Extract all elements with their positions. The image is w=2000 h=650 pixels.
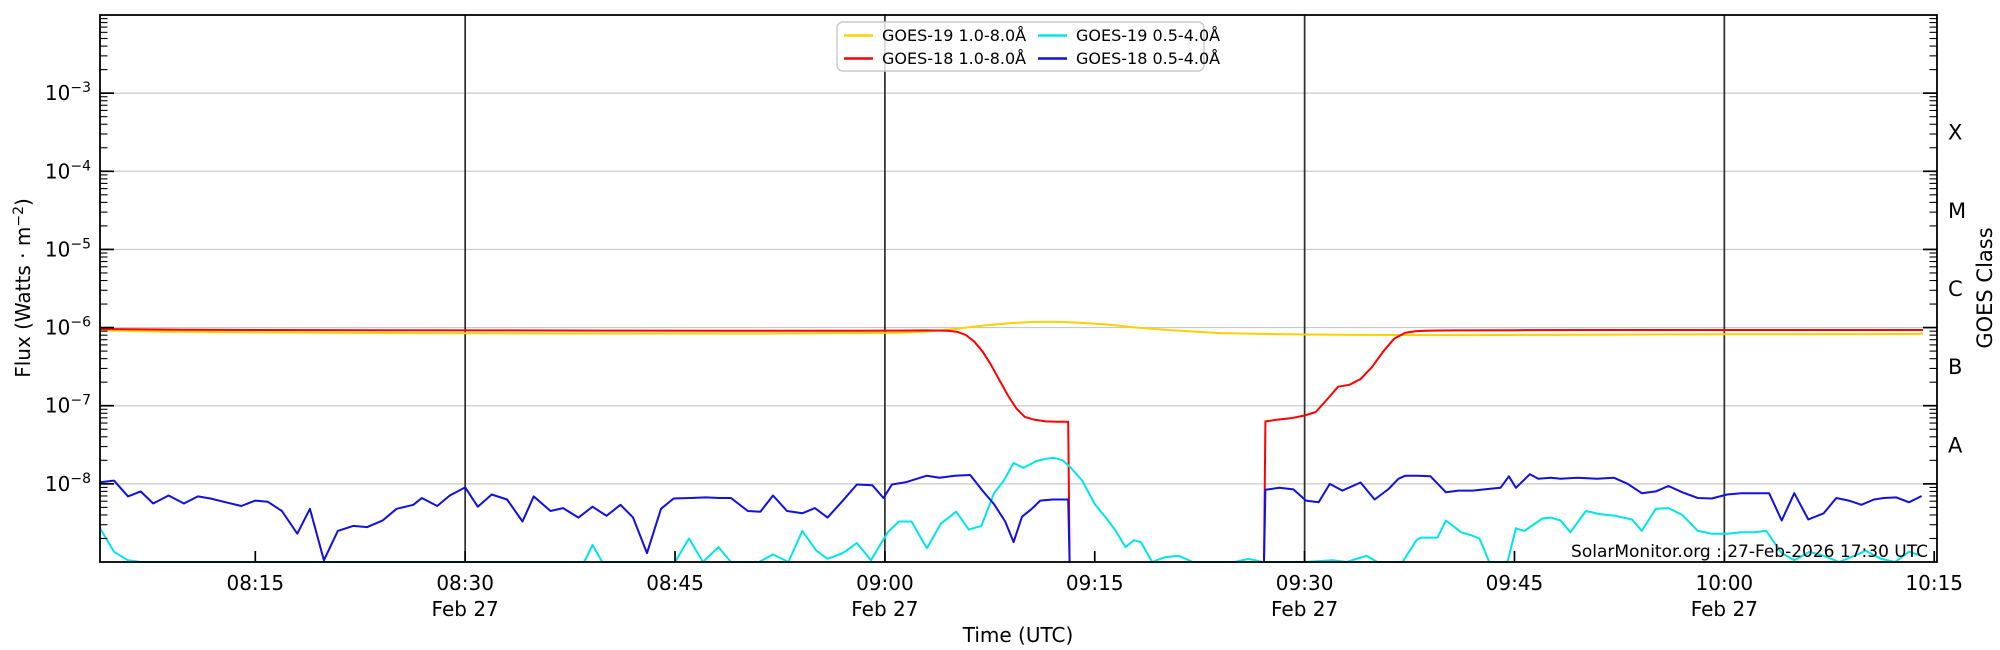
y-tick-label: 10−5: [45, 236, 91, 261]
x-axis-title: Time (UTC): [962, 623, 1074, 647]
x-tick-label: 08:45: [646, 571, 704, 595]
day-lines: [464, 15, 1726, 562]
legend: GOES-19 1.0-8.0Å GOES-18 1.0-8.0Å GOES-19 …: [836, 21, 1220, 72]
x-tick-label: 10:15: [1905, 571, 1963, 595]
series-goes-19-1-0-8-0-: [99, 320, 1924, 337]
x-tick-label: 09:45: [1486, 571, 1544, 595]
x-tick-date-label: Feb 27: [1271, 597, 1338, 621]
legend-label: GOES-18 0.5-4.0Å: [1076, 49, 1220, 68]
axis-ticks: [100, 18, 1937, 562]
watermark-group: SolarMonitor.org : 27-Feb-2026 17:30 UTC: [1571, 542, 1928, 562]
goes-class-letter: A: [1948, 433, 1963, 457]
legend-item: GOES-18 0.5-4.0Å: [1038, 49, 1220, 68]
goes-class-letter: M: [1948, 199, 1966, 223]
plot-border: [99, 14, 1938, 563]
series-goes-18-1-0-8-0-: [99, 328, 1923, 563]
goes-class-letter: B: [1948, 355, 1962, 379]
watermark: SolarMonitor.org : 27-Feb-2026 17:30 UTC: [1571, 542, 1928, 562]
legend-label: GOES-19 0.5-4.0Å: [1076, 26, 1220, 45]
y-tick-label: 10−7: [45, 393, 91, 418]
axis-titles: Time (UTC) Flux (Watts · m−2) GOES Class: [11, 198, 1997, 647]
series-goes-18-0-5-4-0-: [99, 473, 1923, 563]
x-tick-label: 08:15: [226, 571, 284, 595]
y-gridlines: [100, 92, 1937, 485]
y-tick-label: 10−8: [45, 471, 91, 496]
legend-label: GOES-19 1.0-8.0Å: [882, 26, 1026, 45]
y-axis-tick-labels: 10−310−410−510−610−710−8: [45, 80, 91, 496]
x-tick-date-label: Feb 27: [851, 597, 918, 621]
goes-class-letter: X: [1948, 121, 1962, 145]
x-tick-label: 09:15: [1066, 571, 1124, 595]
x-tick-label: 10:00: [1696, 571, 1754, 595]
x-tick-label: 08:30: [436, 571, 494, 595]
y-tick-label: 10−4: [45, 158, 91, 183]
x-tick-label: 09:00: [856, 571, 914, 595]
legend-label: GOES-18 1.0-8.0Å: [882, 49, 1026, 68]
x-tick-date-label: Feb 27: [432, 597, 499, 621]
legend-item: GOES-18 1.0-8.0Å: [844, 49, 1026, 68]
y-axis-title: Flux (Watts · m−2): [11, 198, 35, 378]
goes-class-letter: C: [1948, 277, 1963, 301]
legend-item: GOES-19 1.0-8.0Å: [844, 26, 1026, 45]
x-tick-label: 09:30: [1276, 571, 1334, 595]
x-tick-date-label: Feb 27: [1691, 597, 1758, 621]
goes-class-letters: X M C B A: [1948, 121, 1966, 458]
legend-item: GOES-19 0.5-4.0Å: [1038, 26, 1220, 45]
right-axis-title: GOES Class: [1973, 227, 1997, 348]
